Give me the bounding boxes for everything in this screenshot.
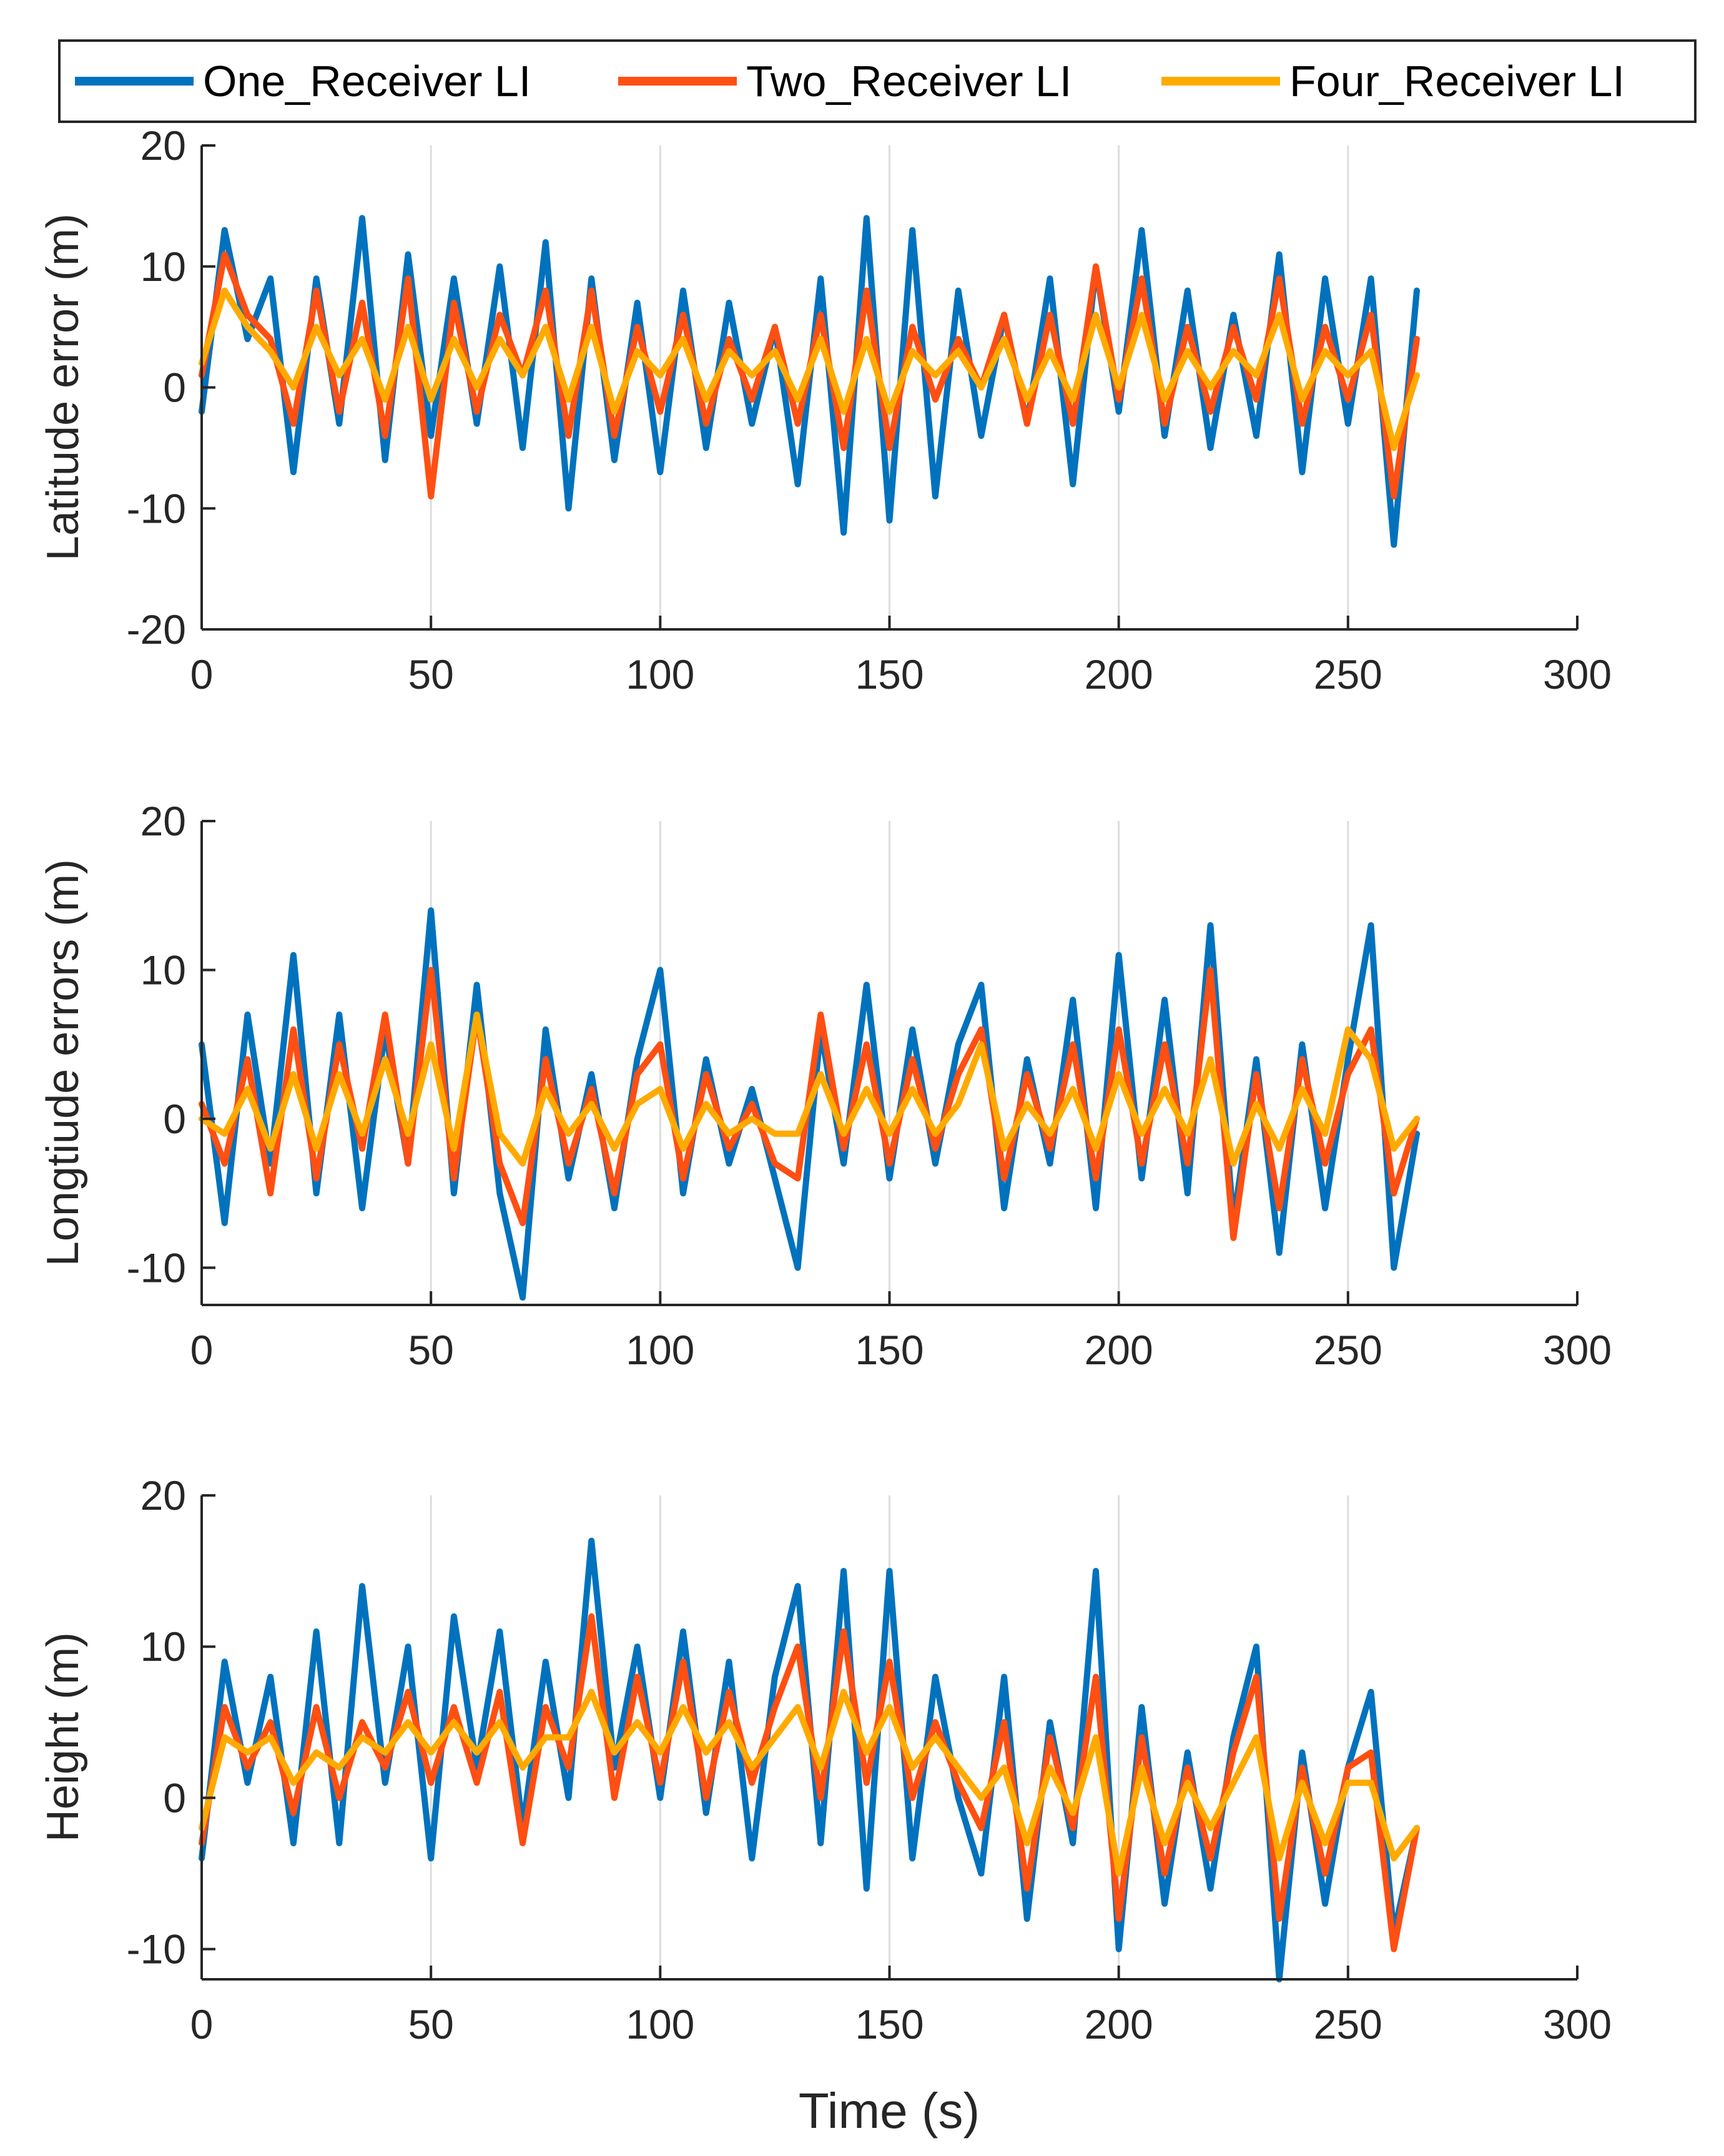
- x-tick-label: 300: [1543, 651, 1612, 697]
- y-tick-label: -20: [127, 606, 186, 652]
- x-tick-label: 0: [190, 2001, 214, 2047]
- x-gridlines: [430, 1495, 1349, 1979]
- y-tick-label: 20: [140, 122, 186, 169]
- y-axis-label: Longtiude errors (m): [38, 859, 88, 1266]
- x-axis-label: Time (s): [799, 2083, 980, 2139]
- series-line-two-receiver: [199, 1613, 1420, 1952]
- x-tick-label: 200: [1085, 651, 1153, 697]
- series-group: [199, 215, 1420, 548]
- x-tick-label: 200: [1085, 2001, 1153, 2047]
- y-axis-label: Height (m): [38, 1632, 88, 1842]
- y-tick-label: 0: [163, 1775, 186, 1821]
- series-group: [199, 907, 1420, 1301]
- y-tick-label: 10: [140, 947, 186, 993]
- x-tick-label: 250: [1314, 1327, 1382, 1373]
- x-tick-label: 250: [1314, 2001, 1382, 2047]
- x-tick-label: 0: [190, 651, 214, 697]
- legend-label-two-receiver: Two_Receiver LI: [746, 57, 1071, 106]
- y-tick-label: -10: [127, 1926, 186, 1972]
- y-axis-label: Latitude error (m): [38, 214, 88, 561]
- x-tick-label: 150: [855, 651, 924, 697]
- x-tick-label: 50: [408, 1327, 453, 1373]
- y-tick-label: -10: [127, 485, 186, 531]
- x-tick-label: 150: [855, 1327, 924, 1373]
- series-line-four-receiver: [199, 287, 1420, 451]
- y-tick-label: 0: [163, 1096, 186, 1142]
- y-tick-label: -10: [127, 1244, 186, 1291]
- series-line-four-receiver: [199, 1688, 1420, 1877]
- x-tick-label: 0: [190, 1327, 214, 1373]
- legend-box: [58, 39, 1697, 123]
- x-tick-label: 50: [408, 2001, 453, 2047]
- x-tick-label: 100: [626, 1327, 694, 1373]
- legend: One_Receiver LI Two_Receiver LI Four_Rec…: [58, 39, 1697, 123]
- series-group: [199, 1537, 1420, 1982]
- x-tick-label: 50: [408, 651, 453, 697]
- x-tick-label: 250: [1314, 651, 1382, 697]
- y-tick-label: 10: [140, 244, 186, 290]
- y-tick-label: 20: [140, 1472, 186, 1519]
- y-tick-label: 20: [140, 798, 186, 844]
- x-tick-label: 300: [1543, 1327, 1612, 1373]
- y-tick-label: 0: [163, 365, 186, 411]
- x-tick-label: 200: [1085, 1327, 1153, 1373]
- legend-label-one-receiver: One_Receiver LI: [203, 57, 531, 106]
- legend-label-four-receiver: Four_Receiver LI: [1289, 57, 1625, 106]
- x-tick-label: 100: [626, 2001, 694, 2047]
- x-tick-label: 100: [626, 651, 694, 697]
- x-tick-label: 300: [1543, 2001, 1612, 2047]
- y-tick-label: 10: [140, 1623, 186, 1670]
- series-line-four-receiver: [199, 1012, 1420, 1167]
- x-tick-label: 150: [855, 2001, 924, 2047]
